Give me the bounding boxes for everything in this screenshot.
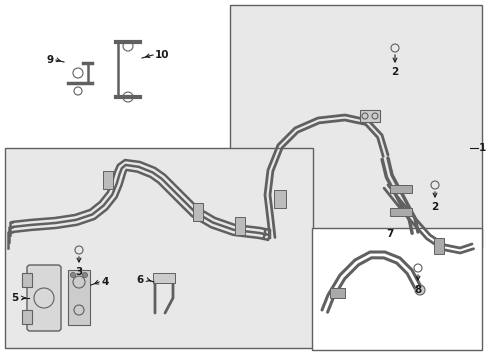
FancyBboxPatch shape	[27, 265, 61, 331]
Text: 2: 2	[392, 67, 399, 77]
Text: 6: 6	[136, 275, 144, 285]
Circle shape	[82, 273, 88, 278]
Bar	[235, 217, 245, 235]
Bar	[360, 110, 380, 122]
Bar	[390, 208, 412, 216]
Bar	[5, 148, 313, 348]
Text: 2: 2	[431, 202, 439, 212]
Bar	[153, 273, 175, 283]
Bar	[103, 171, 113, 189]
Circle shape	[415, 285, 425, 295]
Circle shape	[71, 273, 75, 278]
Bar	[312, 228, 482, 350]
Bar	[230, 5, 482, 247]
Text: 7: 7	[386, 229, 393, 239]
Bar	[68, 270, 90, 325]
Bar	[274, 190, 286, 208]
Bar	[434, 238, 444, 254]
Bar	[390, 185, 412, 193]
Text: 8: 8	[415, 285, 421, 295]
Text: 10: 10	[155, 50, 169, 60]
Text: 9: 9	[47, 55, 53, 65]
Text: 4: 4	[101, 277, 109, 287]
Bar	[193, 203, 203, 221]
Text: 5: 5	[11, 293, 19, 303]
Text: 1: 1	[478, 143, 486, 153]
Bar	[22, 273, 32, 287]
Bar	[330, 288, 345, 298]
Bar	[22, 310, 32, 324]
Text: 3: 3	[75, 267, 83, 277]
